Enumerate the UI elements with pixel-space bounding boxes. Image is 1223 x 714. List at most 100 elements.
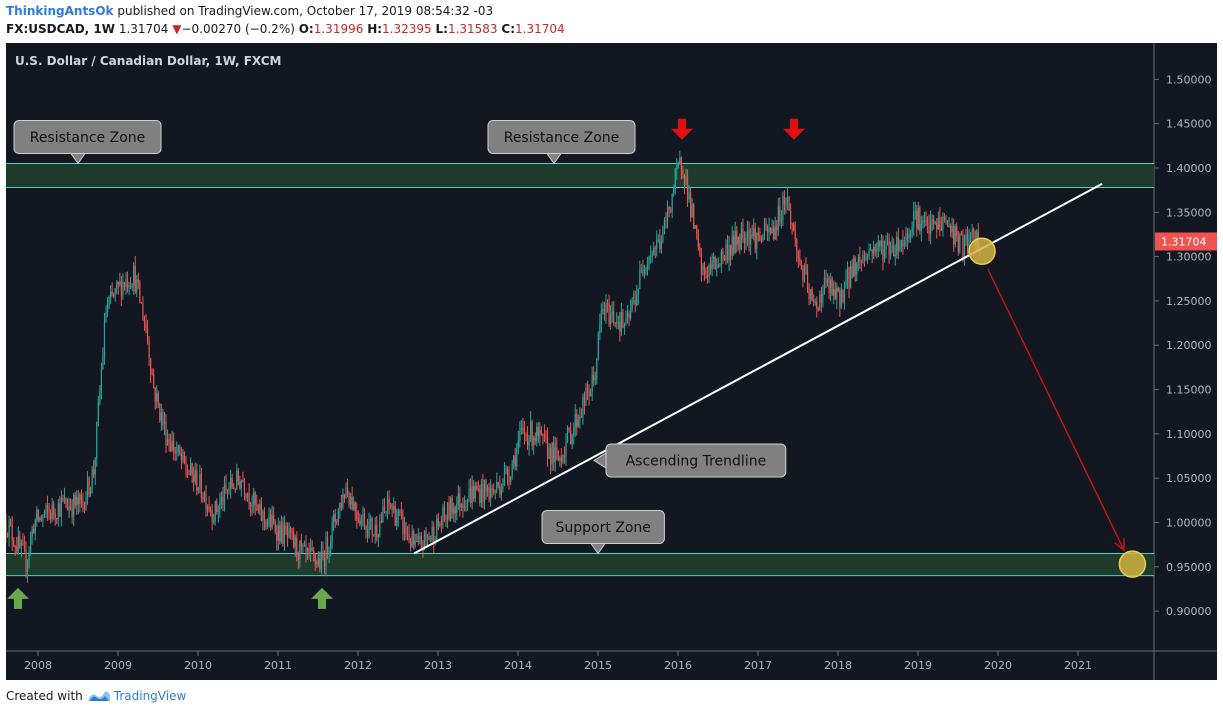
candle-body	[316, 562, 318, 565]
price-chart[interactable]: Resistance Zone Resistance Zone Ascending …	[6, 43, 1217, 680]
candle-body	[246, 492, 249, 498]
candle-body	[670, 210, 672, 212]
candle-body	[365, 526, 367, 530]
candle-body	[222, 496, 224, 505]
candle-body	[54, 513, 56, 519]
candle-body	[276, 532, 278, 541]
candle-body	[466, 498, 469, 508]
candle-body	[359, 520, 361, 525]
candle-body	[694, 225, 696, 229]
candle-body	[662, 226, 664, 241]
candle-body	[788, 196, 790, 212]
candle-body	[800, 261, 802, 269]
candle-body	[748, 229, 750, 245]
candle-body	[731, 235, 733, 256]
candle-body	[556, 447, 558, 451]
support-zone	[6, 553, 1154, 576]
green-up-arrow-icon	[311, 587, 333, 609]
callout-box[interactable]: Ascending Trendline	[593, 443, 787, 478]
candle-body	[631, 301, 633, 310]
candle-body	[205, 493, 207, 510]
candle-body	[746, 229, 749, 238]
candle-body	[485, 479, 487, 492]
candle-body	[774, 226, 776, 240]
candle-body	[963, 239, 966, 260]
callout-box[interactable]: Support Zone	[541, 510, 665, 555]
candle-body	[897, 236, 899, 251]
candle-body	[814, 301, 816, 303]
candle-body	[565, 441, 567, 457]
candle-body	[843, 285, 846, 302]
candle-body	[431, 526, 433, 537]
candle-body	[657, 239, 659, 241]
candle-body	[214, 501, 216, 522]
candle-body	[243, 482, 246, 494]
candle-body	[63, 498, 66, 501]
candle-body	[286, 530, 289, 537]
candle-body	[726, 244, 729, 261]
candle-body	[882, 240, 884, 260]
tradingview-link[interactable]: TradingView	[113, 689, 187, 703]
candle-body	[794, 231, 796, 240]
price-tick-label: 1.20000	[1166, 339, 1212, 352]
green-up-arrow-icon	[7, 587, 29, 609]
candle-body	[188, 474, 190, 476]
callout-box[interactable]: Resistance Zone	[13, 120, 162, 165]
candle-body	[443, 507, 446, 518]
target-circle[interactable]	[968, 237, 996, 266]
candle-body	[810, 289, 812, 299]
candle-body	[425, 530, 427, 538]
candle-body	[848, 267, 850, 288]
candle-body	[154, 387, 156, 402]
candle-body	[371, 518, 373, 535]
candle-body	[830, 279, 832, 294]
candle-body	[791, 223, 793, 225]
candle-body	[606, 303, 609, 305]
candle-body	[13, 540, 15, 547]
candle-body	[646, 262, 649, 268]
candle-body	[91, 469, 93, 488]
candle-body	[351, 496, 353, 510]
candle-body	[65, 498, 67, 507]
candle-body	[303, 544, 306, 546]
candle-body	[366, 526, 369, 537]
candle-body	[666, 207, 669, 222]
candle-body	[74, 495, 76, 506]
candle-body	[136, 279, 138, 292]
price-axis[interactable]: 1.50000 1.45000 1.40000 1.35000 1.30000 1.250…	[1154, 73, 1212, 618]
candle-body	[114, 288, 116, 296]
candle-body	[903, 244, 906, 247]
candle-body	[439, 524, 441, 527]
candle-body	[973, 229, 975, 232]
candle-body	[846, 267, 849, 280]
candle-body	[310, 548, 312, 552]
candle-body	[586, 387, 589, 392]
price-tick-label: 1.05000	[1166, 472, 1212, 485]
candle-body	[400, 511, 402, 513]
author-link[interactable]: ThinkingAntsOk	[6, 4, 114, 18]
candle-body	[956, 226, 958, 236]
candle-body	[740, 228, 742, 249]
candle-body	[57, 503, 59, 520]
candle-body	[385, 511, 387, 513]
candle-body	[248, 492, 250, 505]
candle-body	[353, 502, 355, 510]
time-axis[interactable]: 2008 2009 2010 2011 2012 2013 2014 2015 2016 2017…	[24, 651, 1092, 672]
candle-body	[974, 231, 976, 244]
projection-arrow[interactable]	[987, 268, 1125, 551]
candle-body	[31, 529, 33, 537]
candle-body	[108, 298, 110, 307]
candle-body	[130, 286, 132, 288]
candle-body	[622, 311, 624, 328]
candle-body	[683, 174, 686, 186]
target-circle[interactable]	[1118, 550, 1147, 578]
candle-body	[942, 216, 944, 230]
candle-body	[679, 157, 681, 165]
candle-body	[625, 317, 627, 326]
candle-body	[771, 227, 773, 234]
callout-box[interactable]: Resistance Zone	[487, 120, 636, 165]
candle-body	[828, 278, 830, 294]
time-tick-label: 2008	[24, 659, 52, 672]
candle-body	[854, 257, 856, 276]
candle-body	[242, 480, 244, 483]
